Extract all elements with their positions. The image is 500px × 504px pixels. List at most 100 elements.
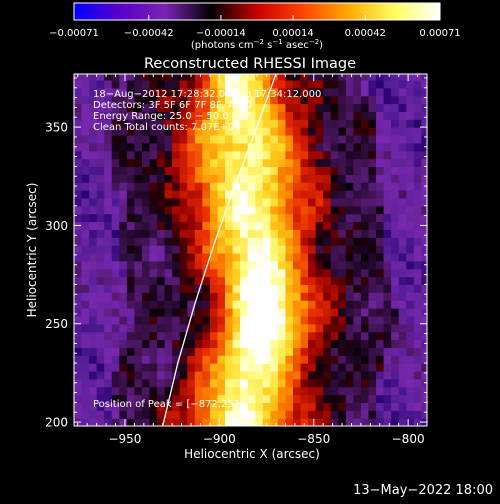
heatmap-cell bbox=[414, 64, 422, 72]
heatmap-cell bbox=[353, 213, 362, 223]
heatmap-cell bbox=[111, 158, 120, 168]
heatmap-cell bbox=[172, 74, 181, 81]
heatmap-cell bbox=[368, 221, 377, 230]
heatmap-cell bbox=[406, 190, 415, 199]
heatmap-cell bbox=[285, 95, 294, 105]
heatmap-cell bbox=[232, 418, 241, 426]
heatmap-cell bbox=[119, 386, 128, 396]
heatmap-cell bbox=[74, 252, 75, 262]
heatmap-cell bbox=[149, 315, 158, 325]
heatmap-cell bbox=[413, 197, 422, 207]
heatmap-cell bbox=[315, 111, 324, 120]
heatmap-cell bbox=[338, 74, 347, 81]
heatmap-cell bbox=[126, 402, 136, 411]
heatmap-cell bbox=[360, 300, 370, 309]
heatmap-cell bbox=[391, 410, 400, 419]
heatmap-cell bbox=[111, 276, 120, 286]
heatmap-cell bbox=[330, 308, 339, 317]
heatmap-cell bbox=[217, 205, 226, 215]
heatmap-cell bbox=[315, 394, 324, 404]
heatmap-cell bbox=[383, 284, 392, 293]
heatmap-cell bbox=[421, 150, 427, 160]
heatmap-cell bbox=[104, 378, 113, 388]
heatmap-cell bbox=[104, 292, 113, 301]
heatmap-cell bbox=[149, 205, 158, 215]
heatmap-cell bbox=[255, 252, 264, 262]
heatmap-cell bbox=[353, 347, 362, 356]
heatmap-cell bbox=[277, 221, 287, 230]
heatmap-cell bbox=[232, 79, 241, 89]
heatmap-cell bbox=[255, 339, 264, 348]
heatmap-cell bbox=[398, 150, 407, 160]
heatmap-cell bbox=[262, 190, 271, 199]
heatmap-cell bbox=[141, 402, 151, 411]
heatmap-cell bbox=[308, 127, 317, 136]
heatmap-cell bbox=[126, 418, 136, 426]
heatmap-cell bbox=[104, 111, 113, 120]
heatmap-cell bbox=[300, 245, 309, 254]
heatmap-cell bbox=[126, 197, 136, 207]
heatmap-cell bbox=[398, 410, 407, 419]
heatmap-cell bbox=[202, 347, 211, 356]
heatmap-cell bbox=[164, 111, 173, 120]
heatmap-cell bbox=[398, 205, 407, 215]
heatmap-cell bbox=[263, 426, 271, 434]
heatmap-cell bbox=[141, 182, 151, 191]
heatmap-cell bbox=[262, 221, 271, 230]
heatmap-cell bbox=[240, 190, 249, 199]
heatmap-cell bbox=[429, 355, 437, 363]
heatmap-cell bbox=[406, 221, 415, 230]
heatmap-cell bbox=[270, 292, 279, 301]
heatmap-cell bbox=[225, 370, 234, 380]
heatmap-cell bbox=[81, 378, 90, 388]
heatmap-cell bbox=[368, 323, 377, 333]
heatmap-cell bbox=[353, 79, 362, 89]
heatmap-cell bbox=[232, 213, 241, 223]
heatmap-cell bbox=[330, 268, 339, 278]
heatmap-cell bbox=[308, 268, 317, 278]
heatmap-cell bbox=[315, 119, 324, 128]
heatmap-cell bbox=[285, 355, 294, 364]
heatmap-cell bbox=[179, 370, 188, 380]
heatmap-cell bbox=[247, 418, 256, 426]
heatmap-cell bbox=[74, 166, 83, 175]
heatmap-cell bbox=[255, 229, 264, 238]
heatmap-cell bbox=[262, 142, 271, 152]
heatmap-cell bbox=[111, 308, 120, 317]
heatmap-cell bbox=[164, 268, 173, 278]
heatmap-cell bbox=[315, 150, 324, 160]
heatmap-cell bbox=[345, 347, 354, 356]
heatmap-cell bbox=[141, 252, 151, 262]
heatmap-cell bbox=[172, 245, 181, 254]
heatmap-cell bbox=[285, 174, 294, 183]
heatmap-cell bbox=[81, 111, 90, 120]
heatmap-cell bbox=[89, 213, 98, 223]
heatmap-cell bbox=[134, 339, 143, 348]
heatmap-cell bbox=[126, 111, 136, 120]
heatmap-cell bbox=[240, 229, 249, 238]
heatmap-cell bbox=[360, 158, 370, 168]
heatmap-cell bbox=[330, 292, 339, 301]
heatmap-cell bbox=[194, 237, 203, 246]
heatmap-cell bbox=[270, 237, 279, 246]
heatmap-cell bbox=[368, 158, 377, 168]
heatmap-cell bbox=[353, 150, 362, 160]
heatmap-cell bbox=[202, 284, 211, 293]
heatmap-cell bbox=[421, 197, 427, 207]
heatmap-cell bbox=[225, 300, 234, 309]
heatmap-cell bbox=[149, 79, 158, 89]
heatmap-cell bbox=[111, 95, 120, 105]
heatmap-cell bbox=[292, 292, 302, 301]
heatmap-cell bbox=[391, 127, 400, 136]
heatmap-cell bbox=[187, 315, 196, 325]
heatmap-cell bbox=[225, 134, 234, 144]
heatmap-cell bbox=[285, 182, 294, 191]
heatmap-cell bbox=[134, 386, 143, 396]
heatmap-cell bbox=[126, 284, 136, 293]
heatmap-cell bbox=[225, 119, 234, 128]
heatmap-cell bbox=[157, 363, 166, 372]
heatmap-cell bbox=[111, 237, 120, 246]
heatmap-cell bbox=[232, 111, 241, 120]
heatmap-cell bbox=[149, 182, 158, 191]
heatmap-cell bbox=[421, 205, 427, 215]
